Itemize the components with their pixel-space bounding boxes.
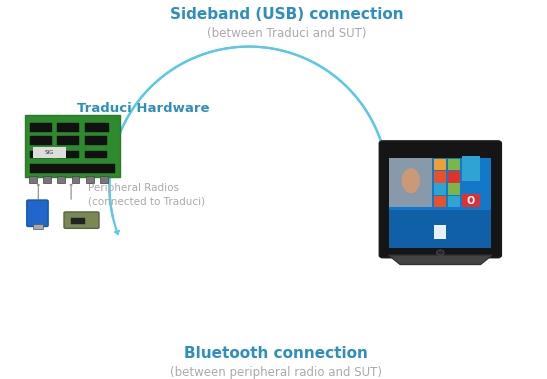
Text: SIG: SIG [44, 150, 54, 155]
Bar [434, 183, 446, 195]
Bar [57, 136, 79, 145]
FancyBboxPatch shape [64, 212, 99, 228]
Text: Peripheral Radios: Peripheral Radios [88, 183, 178, 193]
Text: Bluetooth connection: Bluetooth connection [184, 346, 368, 361]
Polygon shape [388, 255, 492, 265]
Text: Sideband (USB) connection: Sideband (USB) connection [170, 8, 404, 22]
Bar [86, 176, 94, 183]
Bar [30, 136, 52, 145]
Ellipse shape [401, 168, 420, 193]
Bar [72, 176, 79, 183]
Text: Traduci Hardware: Traduci Hardware [77, 102, 209, 114]
Bar [448, 183, 460, 195]
Bar [30, 123, 52, 132]
Bar [448, 196, 460, 207]
Bar [57, 123, 79, 132]
Bar [30, 151, 52, 158]
Circle shape [437, 250, 444, 255]
Bar [29, 176, 37, 183]
FancyBboxPatch shape [25, 116, 120, 177]
Text: O: O [467, 196, 475, 205]
Bar [43, 176, 51, 183]
FancyBboxPatch shape [27, 200, 48, 227]
FancyBboxPatch shape [380, 141, 501, 257]
Bar [33, 147, 66, 158]
Bar [57, 176, 65, 183]
Bar [434, 158, 446, 170]
Bar [33, 224, 43, 229]
Text: (connected to Traduci): (connected to Traduci) [88, 196, 205, 206]
Bar [71, 218, 85, 224]
Bar [448, 158, 460, 170]
Bar [85, 123, 109, 132]
Bar [57, 151, 79, 158]
Bar [448, 171, 460, 183]
Bar [85, 136, 107, 145]
Text: (between Traduci and SUT): (between Traduci and SUT) [207, 27, 367, 40]
Bar [389, 158, 432, 207]
Bar [85, 151, 107, 158]
Bar [434, 226, 446, 239]
Bar [462, 157, 480, 181]
Bar [100, 176, 108, 183]
Bar [462, 194, 480, 207]
Bar [30, 164, 115, 173]
Bar [389, 210, 491, 248]
Bar [434, 196, 446, 207]
Bar [434, 171, 446, 183]
Text: (between peripheral radio and SUT): (between peripheral radio and SUT) [170, 366, 382, 379]
Bar [389, 158, 491, 248]
